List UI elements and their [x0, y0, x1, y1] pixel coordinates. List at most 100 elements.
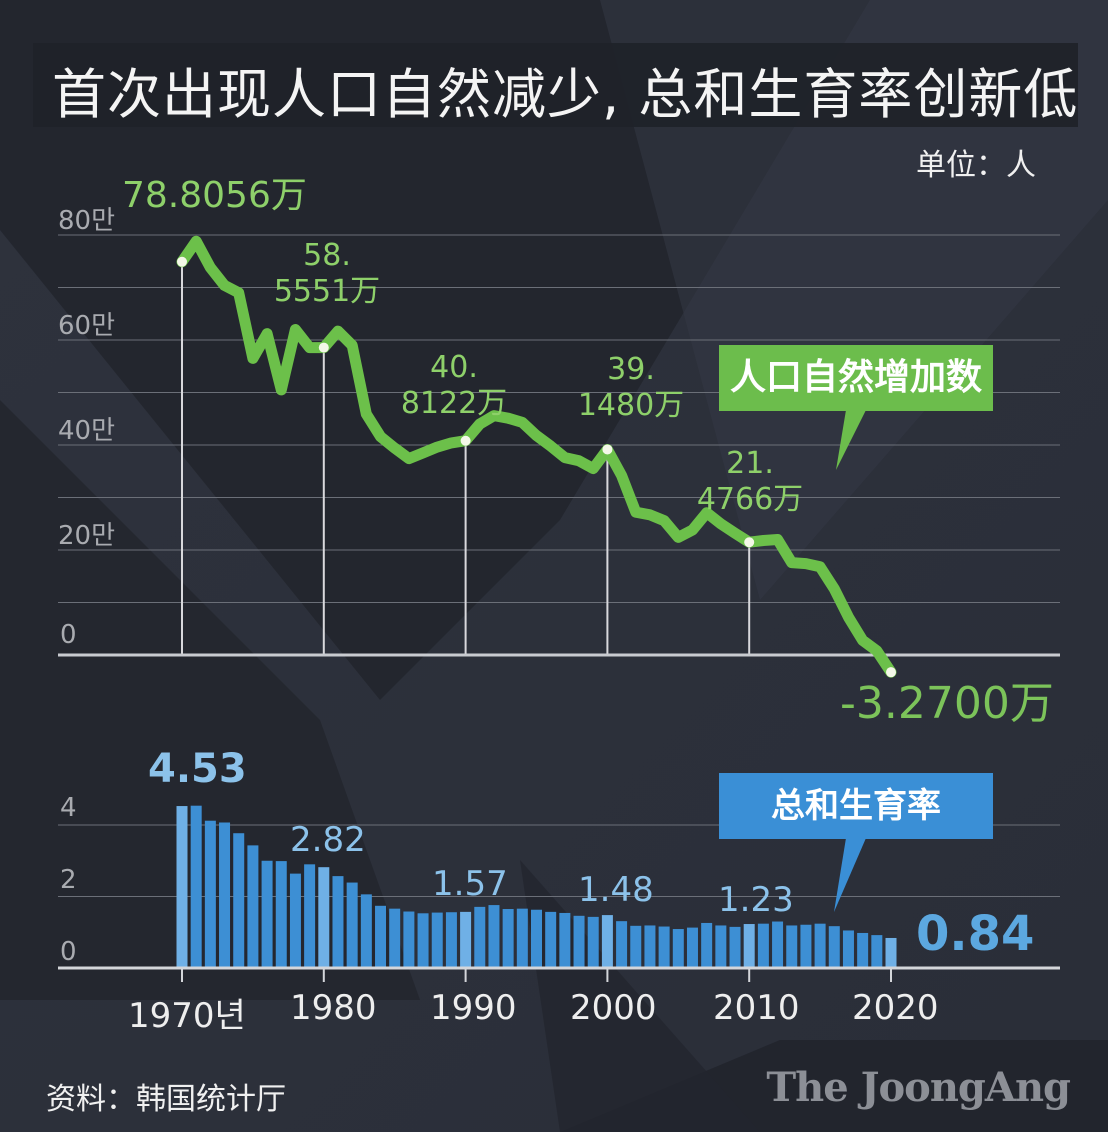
tfr-bar [346, 882, 358, 968]
y-tick-80: 80만 [58, 206, 116, 236]
tag-pointer [836, 410, 866, 470]
tfr-bar [630, 925, 642, 968]
title-banner [33, 43, 1078, 127]
brand-logo: The JoongAng [766, 1064, 1071, 1111]
x-tick-2010: 2010 [713, 988, 800, 1028]
tfr-bar [190, 805, 202, 968]
bar-annotation-1990: 1.57 [432, 864, 508, 904]
tfr-bar [474, 906, 486, 968]
tfr-bar [644, 925, 656, 968]
page-title: 首次出现人口自然减少, 总和生育率创新低 [52, 63, 1079, 126]
tfr-bar [516, 908, 528, 968]
data-point [886, 667, 896, 678]
y-tick-0: 0 [60, 620, 77, 650]
tfr-bar [828, 926, 840, 968]
tfr-bar [460, 911, 472, 968]
annotation-2000: 39. 1480万 [575, 352, 687, 424]
tfr-bar [729, 926, 741, 968]
tfr-bar [417, 913, 429, 968]
tfr-bar [261, 860, 273, 968]
bar-annotation-2010: 1.23 [718, 880, 794, 920]
data-point [177, 256, 187, 267]
annotation-2010-line2: 4766万 [696, 482, 804, 517]
tfr-bar [842, 930, 854, 968]
tfr-bar [488, 905, 500, 968]
tfr-bar [176, 806, 188, 968]
tfr-bar [885, 937, 897, 968]
tfr-bar [531, 909, 542, 968]
tfr-bar [587, 916, 599, 968]
tfr-bar [545, 911, 557, 968]
tfr-bar [772, 921, 784, 968]
tfr-bar [616, 921, 628, 968]
tfr-bar [814, 923, 826, 968]
annotation-1990: 40. 8122万 [398, 350, 510, 422]
y-tick-40: 40만 [58, 416, 116, 446]
source-note: 资料：韩国统计厅 [46, 1082, 286, 1117]
tfr-bar [573, 915, 585, 968]
x-tick-2020: 2020 [852, 988, 939, 1028]
bar-annotation-1980: 2.82 [290, 820, 366, 860]
natural-increase-line [176, 235, 897, 678]
tfr-bar [304, 864, 316, 968]
tfr-bar [233, 833, 245, 968]
annotation-2010: 21. 4766万 [694, 446, 806, 518]
tfr-bar [871, 935, 883, 968]
annotation-1980-line2: 5551万 [273, 274, 381, 309]
tfr-bar [715, 925, 727, 968]
annotation-2000-line2: 1480万 [577, 388, 685, 423]
tfr-bar [701, 922, 713, 968]
tfr-bar [219, 822, 231, 968]
tfr-bar [332, 876, 344, 968]
y-tick-20: 20만 [58, 521, 116, 551]
data-point [460, 435, 471, 446]
tfr-bar [247, 845, 259, 968]
bar-annotation-1970: 4.53 [148, 746, 247, 792]
data-point [744, 537, 755, 548]
annotation-2010-line1: 21. [726, 446, 774, 481]
series-tag-tfr: 总和生育率 [719, 773, 993, 839]
tfr-bar [672, 929, 684, 968]
tfr-bar [658, 926, 670, 968]
annotation-1990-line1: 40. [430, 350, 478, 385]
tfr-bar [601, 915, 613, 968]
tfr-bar [686, 927, 698, 968]
tfr-bar [857, 932, 869, 968]
bar-y-tick-4: 4 [60, 793, 77, 823]
bar-y-tick-0: 0 [60, 937, 77, 967]
data-point [318, 342, 329, 353]
tfr-tag-pointer [834, 838, 866, 912]
x-tick-1990: 1990 [430, 988, 517, 1028]
tfr-bar [318, 867, 330, 968]
bar-y-tick-2: 2 [60, 865, 77, 895]
tfr-bar [289, 873, 301, 968]
tfr-bar [445, 912, 457, 968]
tfr-bar [360, 894, 372, 968]
annotation-1980: 58. 5551万 [272, 238, 382, 310]
annotation-2000-line1: 39. [607, 352, 655, 387]
tfr-bar [800, 924, 812, 968]
x-tick-2000: 2000 [570, 988, 657, 1028]
bar-annotation-2000: 1.48 [578, 870, 654, 910]
y-tick-60: 60만 [58, 311, 116, 341]
tfr-bar [757, 923, 769, 968]
tfr-bar [786, 925, 798, 968]
series-tag-natural-increase: 人口自然增加数 [719, 345, 993, 411]
tfr-bar [375, 905, 387, 968]
annotation-1990-line2: 8122万 [400, 386, 508, 421]
tfr-bar [403, 911, 415, 968]
x-tick-1970: 1970년 [128, 996, 246, 1036]
tfr-bar [743, 924, 755, 968]
annotation-1980-line1: 58. [303, 238, 351, 273]
tfr-bar [204, 820, 216, 968]
tfr-bar [389, 908, 401, 968]
annotation-1971: 78.8056万 [122, 175, 307, 216]
annotation-2020: -3.2700万 [840, 678, 1054, 729]
tfr-bar [502, 909, 514, 968]
unit-label: 单位：人 [916, 148, 1036, 183]
tfr-bar [431, 912, 443, 968]
bar-annotation-2020: 0.84 [916, 906, 1035, 962]
data-point [602, 444, 613, 455]
